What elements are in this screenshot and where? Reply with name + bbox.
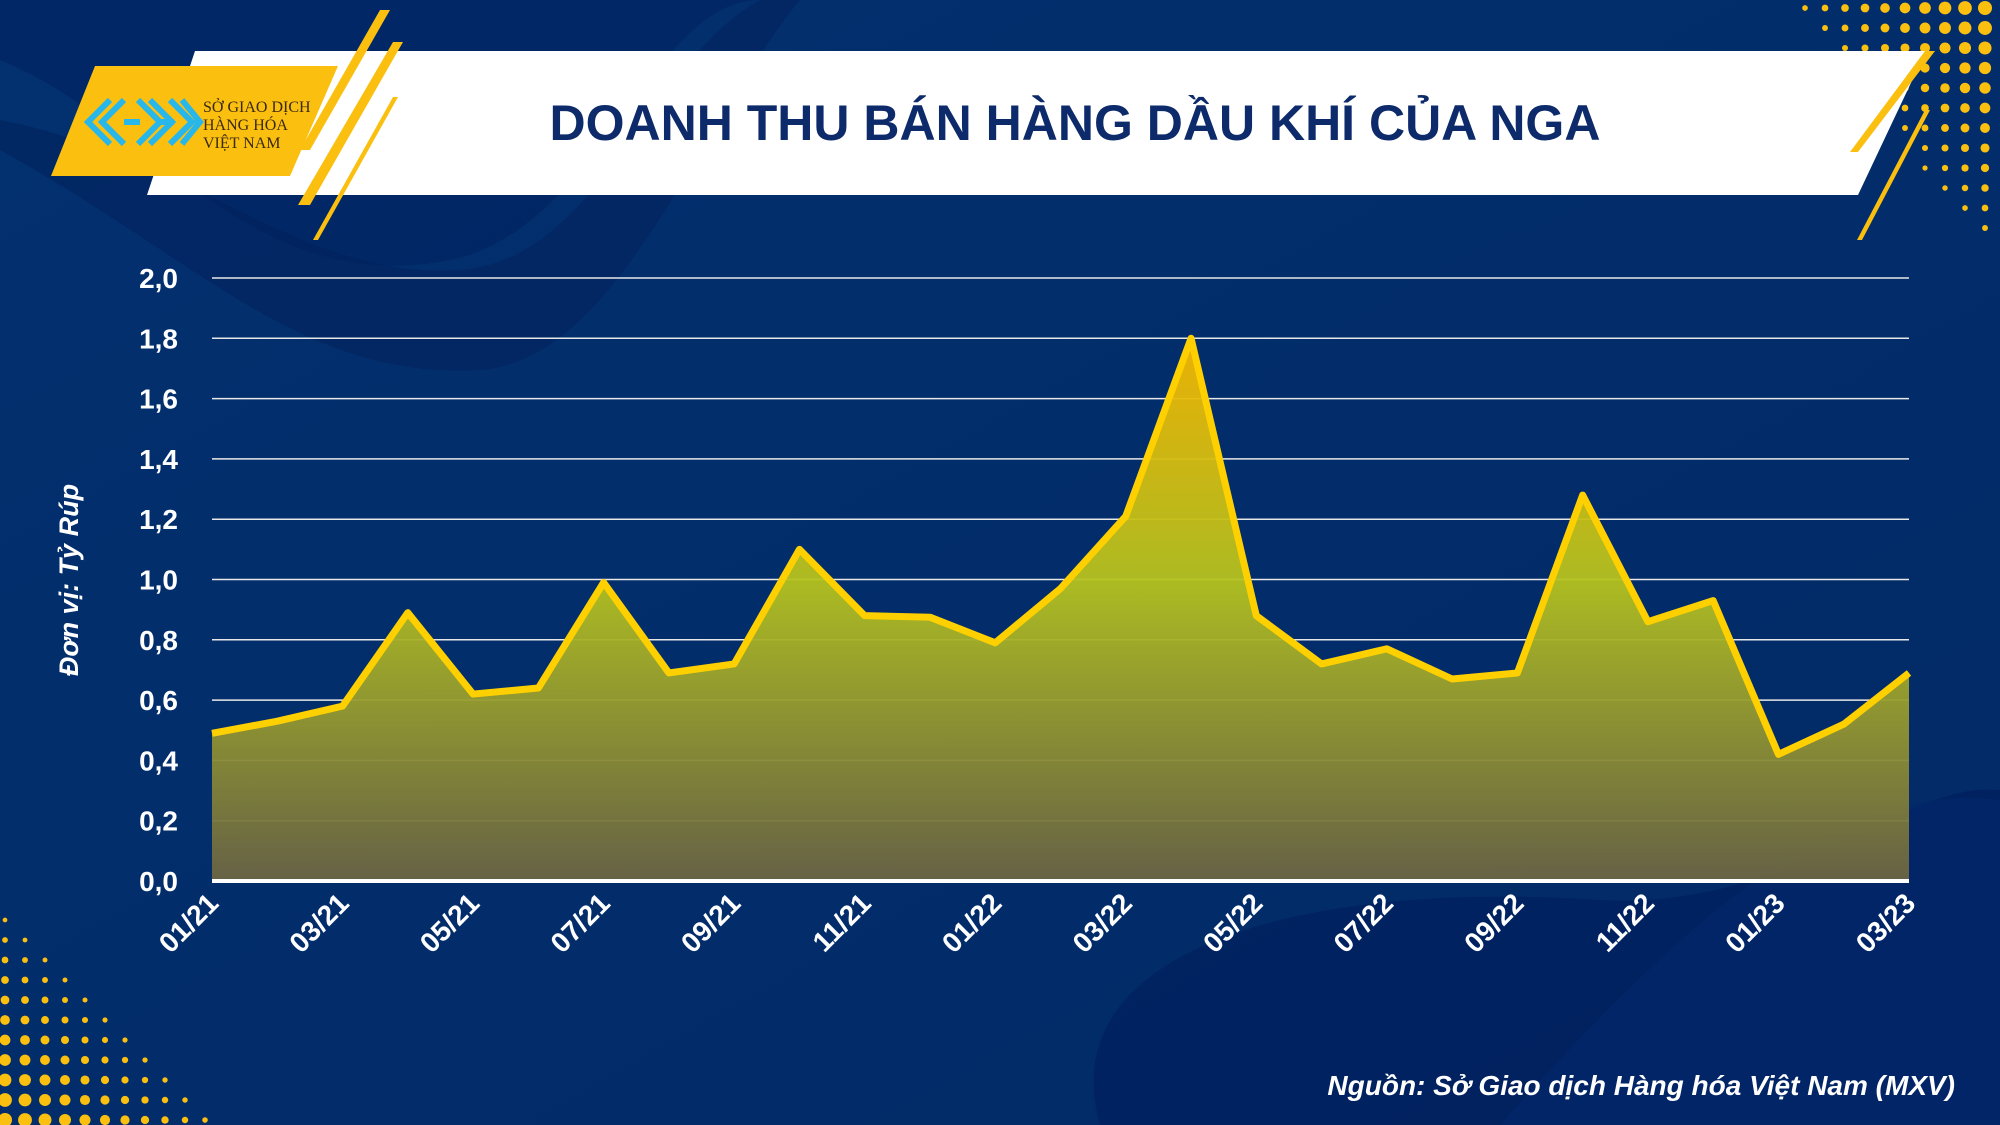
area-fill [212,338,1909,881]
logo-text: VIỆT NAM [203,133,280,152]
y-tick-label: 0,4 [139,745,178,776]
x-tick-label: 01/22 [936,887,1007,958]
x-tick-label: 01/21 [153,887,224,958]
x-tick-label: 09/21 [675,887,746,958]
logo-mark-icon [83,97,204,147]
page-title: DOANH THU BÁN HÀNG DẦU KHÍ CỦA NGA [550,94,1601,151]
logo-text: HÀNG HÓA [203,115,288,134]
y-tick-label: 1,2 [139,504,178,535]
x-tick-label: 03/23 [1850,887,1921,958]
accent-stripe [1850,51,1935,152]
x-tick-label: 05/22 [1197,887,1268,958]
y-tick-label: 0,6 [139,685,178,716]
accent-stripe [298,42,403,205]
x-tick-label: 11/21 [807,887,877,957]
x-tick-label: 01/23 [1719,887,1790,958]
logo-text: SỞ GIAO DỊCH [203,97,311,116]
title-band [147,51,1926,195]
x-tick-label: 03/22 [1067,887,1138,958]
accent-stripe [300,10,390,150]
y-tick-label: 1,4 [139,444,178,475]
y-axis-title: Đơn vị: Tỷ Rúp [54,484,84,676]
x-tick-label: 05/21 [414,887,485,958]
y-tick-label: 1,6 [139,384,178,415]
y-tick-label: 2,0 [139,263,178,294]
y-tick-label: 1,8 [139,323,178,354]
y-tick-label: 0,2 [139,806,178,837]
x-tick-label: 07/22 [1328,887,1399,958]
accent-stripe [313,97,398,240]
source-note: Nguồn: Sở Giao dịch Hàng hóa Việt Nam (M… [1327,1070,1955,1101]
x-tick-label: 03/21 [283,887,354,958]
y-tick-label: 1,0 [139,565,178,596]
x-tick-label: 11/22 [1590,887,1660,957]
x-tick-label: 07/21 [544,887,615,958]
y-tick-label: 0,0 [139,866,178,897]
y-tick-label: 0,8 [139,625,178,656]
accent-stripe [1857,110,1930,240]
x-tick-label: 09/22 [1458,887,1529,958]
